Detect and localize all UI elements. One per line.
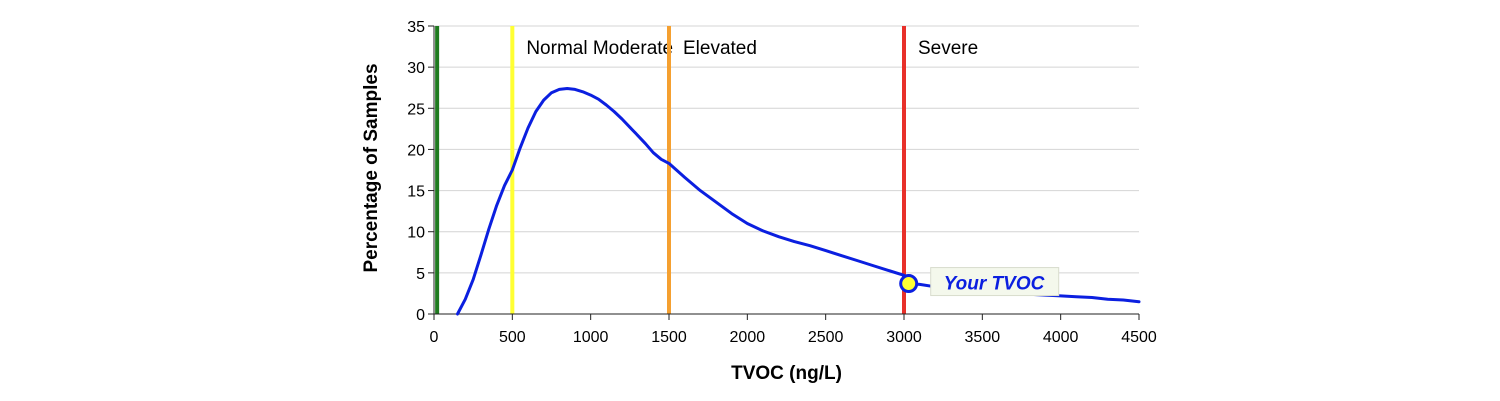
zone-label: Normal Moderate bbox=[526, 38, 673, 59]
x-tick-label: 4500 bbox=[1121, 329, 1157, 346]
y-tick-label: 0 bbox=[416, 307, 425, 324]
gridlines bbox=[434, 25, 1139, 274]
x-tick-label: 3000 bbox=[886, 329, 922, 346]
marker-label: Your TVOC bbox=[944, 274, 1045, 295]
x-tick-label: 1000 bbox=[573, 329, 609, 346]
y-tick-label: 25 bbox=[407, 101, 425, 118]
x-tick-label: 2500 bbox=[808, 329, 844, 346]
y-tick-label: 30 bbox=[407, 60, 425, 77]
x-tick-label: 0 bbox=[430, 329, 439, 346]
x-tick-label: 4000 bbox=[1043, 329, 1079, 346]
y-tick-label: 20 bbox=[407, 142, 425, 159]
x-tick-label: 1500 bbox=[651, 329, 687, 346]
y-tick-label: 35 bbox=[407, 19, 425, 36]
y-tick-label: 10 bbox=[407, 225, 425, 242]
x-tick-label: 500 bbox=[499, 329, 526, 346]
x-axis-title: TVOC (ng/L) bbox=[731, 363, 842, 384]
marker-point bbox=[899, 274, 919, 294]
zone-label: Severe bbox=[918, 38, 978, 59]
y-axis-title: Percentage of Samples bbox=[361, 63, 382, 272]
y-tick-label: 15 bbox=[407, 184, 425, 201]
x-tick-label: 3500 bbox=[965, 329, 1001, 346]
threshold-lines: Normal Moderate Elevated Severe bbox=[435, 26, 978, 314]
axes: 0 5 10 15 20 25 30 35 0 500 1000 1500 2000 2500 3000 35… bbox=[407, 19, 1157, 346]
zone-label: Elevated bbox=[683, 38, 757, 59]
y-tick-label: 5 bbox=[416, 266, 425, 283]
marker-label-box bbox=[930, 267, 1060, 297]
x-tick-label: 2000 bbox=[730, 329, 766, 346]
marker-layer: Your TVOC bbox=[899, 267, 1060, 297]
